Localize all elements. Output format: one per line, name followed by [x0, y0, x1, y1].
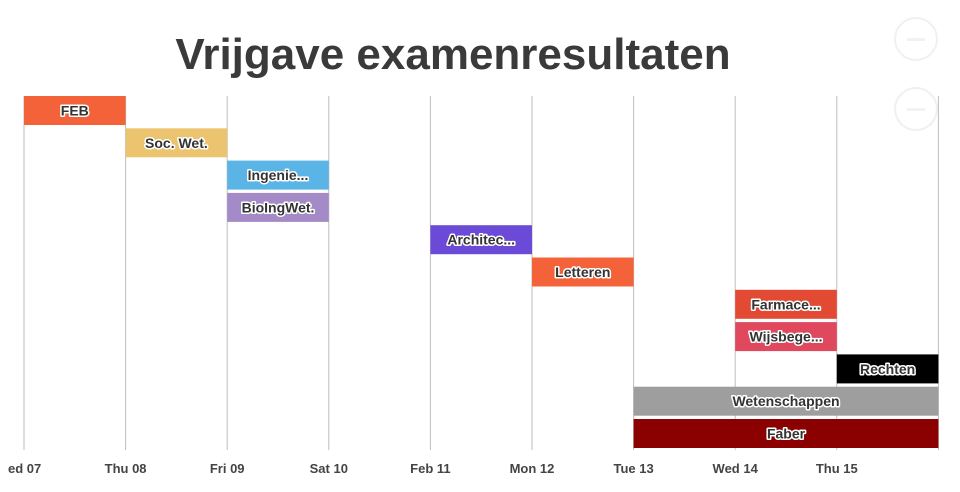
x-tick-label: Thu 15 [816, 461, 858, 476]
timeline-bar[interactable]: Wetenschappen [633, 386, 939, 416]
timeline-bars: FEB Soc. Wet. Ingenie... BioIngWet. Architec… [24, 96, 939, 448]
timeline-bar-label: Rechten [860, 361, 915, 377]
timeline-bar[interactable]: FEB [24, 96, 126, 125]
chart-title: Vrijgave examenresultaten [175, 30, 731, 79]
timeline-bar-rect[interactable] [633, 386, 939, 416]
timeline-bar[interactable]: Letteren [532, 257, 634, 287]
timeline-bar[interactable]: Ingenie... [227, 160, 329, 190]
timeline-bar-label: Soc. Wet. [145, 135, 208, 151]
timeline-bar[interactable]: Faber [633, 419, 939, 448]
x-tick-label: ed 07 [8, 461, 41, 476]
x-tick-label: Fri 09 [210, 461, 245, 476]
x-axis-ticks: ed 07 Thu 08 Fri 09 Sat 10 Feb 11 Mon 12 Tue 1… [8, 461, 858, 476]
x-tick-label: Tue 13 [613, 461, 653, 476]
timeline-bar-rect[interactable] [430, 225, 532, 255]
timeline-bar[interactable]: Architec... [430, 225, 532, 255]
timeline-bar[interactable]: Soc. Wet. [125, 128, 228, 158]
timeline-bar-label: Wetenschappen [732, 393, 839, 409]
timeline-bar-rect[interactable] [735, 289, 837, 319]
timeline-bar-rect[interactable] [125, 128, 228, 158]
timeline-bar[interactable]: Farmace... [735, 289, 837, 319]
x-tick-label: Wed 14 [713, 461, 759, 476]
timeline-bar-label: FEB [61, 103, 89, 119]
timeline-bar-label: Letteren [555, 264, 610, 280]
timeline-bar-label: Ingenie... [248, 167, 309, 183]
timeline-bar-label: Farmace... [751, 296, 820, 312]
timeline-bar[interactable]: Wijsbege... [735, 322, 837, 352]
timeline-bar-rect[interactable] [24, 96, 126, 125]
timeline-bar-rect[interactable] [532, 257, 634, 287]
x-tick-label: Feb 11 [410, 461, 450, 476]
timeline-bar-rect[interactable] [227, 192, 329, 222]
timeline-bar-label: Wijsbege... [749, 329, 822, 345]
timeline-bar-label: Faber [767, 426, 806, 442]
timeline-bar-rect[interactable] [836, 354, 939, 384]
x-tick-label: Mon 12 [510, 461, 555, 476]
timeline-bar-label: BioIngWet. [242, 199, 315, 215]
timeline-bar-rect[interactable] [633, 419, 939, 448]
timeline-bar-rect[interactable] [227, 160, 329, 190]
timeline-bar-label: Architec... [447, 232, 515, 248]
x-tick-label: Thu 08 [105, 461, 147, 476]
timeline-bar[interactable]: Rechten [836, 354, 939, 384]
x-tick-label: Sat 10 [310, 461, 348, 476]
timeline-bar[interactable]: BioIngWet. [227, 192, 329, 222]
faded-circle-icon[interactable] [894, 87, 938, 131]
faded-circle-icon[interactable] [894, 17, 938, 61]
timeline-bar-rect[interactable] [735, 322, 837, 352]
